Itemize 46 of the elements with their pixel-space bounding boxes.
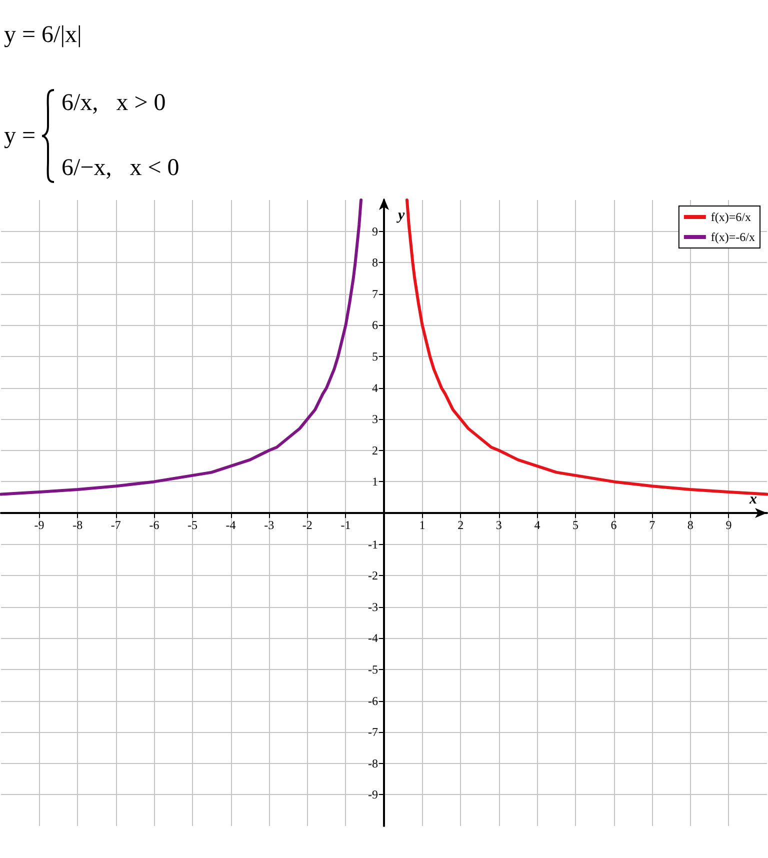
y-axis-title: y — [396, 208, 405, 224]
x-tick-label: 6 — [610, 518, 617, 532]
y-tick-label: -4 — [368, 631, 378, 646]
y-tick-label: 3 — [372, 412, 378, 426]
y-tick-label: 5 — [372, 350, 378, 364]
y-tick-label: -6 — [368, 694, 378, 708]
line-series — [405, 198, 768, 496]
x-tick-label: 4 — [534, 518, 540, 532]
x-tick-label: 7 — [649, 518, 656, 532]
x-tick-label: 2 — [458, 518, 464, 532]
x-tick-label: -5 — [188, 518, 198, 532]
y-tick-label: -7 — [368, 725, 378, 740]
x-tick-label: -7 — [110, 518, 121, 532]
x-tick-label: -3 — [264, 518, 274, 532]
legend-label: f(x)=6/x — [710, 210, 752, 224]
x-tick-label: -8 — [72, 518, 83, 532]
y-tick-label: -5 — [368, 662, 378, 676]
x-tick-label: 1 — [419, 518, 426, 532]
x-axis-title: x — [748, 492, 758, 508]
y-tick-label: 1 — [372, 474, 378, 489]
y-tick-label: 4 — [372, 380, 378, 395]
x-tick-label: -9 — [34, 518, 44, 532]
y-tick-label: -3 — [368, 600, 378, 614]
x-tick-label: -6 — [149, 518, 160, 532]
legend-label: f(x)=-6/x — [710, 230, 756, 244]
y-tick-label: 8 — [372, 256, 378, 270]
y-tick-label: -9 — [368, 788, 378, 802]
x-tick-label: -1 — [340, 518, 351, 532]
x-tick-label: -4 — [226, 518, 236, 532]
x-tick-label: 8 — [687, 518, 694, 532]
line-series — [0, 198, 363, 496]
y-tick-label: 2 — [372, 443, 378, 458]
x-tick-label: -2 — [302, 518, 312, 532]
x-tick-label: 9 — [726, 518, 732, 532]
text: 6/−x, x < 0 — [62, 155, 180, 182]
text: y = — [4, 122, 36, 150]
chart-title: y = 6/|x| — [4, 22, 82, 49]
y-tick-label: 9 — [372, 224, 378, 238]
text: 6/x, x > 0 — [62, 90, 167, 117]
y-tick-label: -8 — [368, 756, 378, 770]
x-tick-label: 5 — [572, 518, 578, 532]
y-tick-label: 7 — [372, 286, 378, 301]
x-tick-label: 3 — [496, 518, 502, 532]
y-tick-label: -2 — [368, 568, 378, 583]
y-tick-label: 6 — [372, 318, 378, 332]
y-tick-label: -1 — [368, 537, 378, 552]
